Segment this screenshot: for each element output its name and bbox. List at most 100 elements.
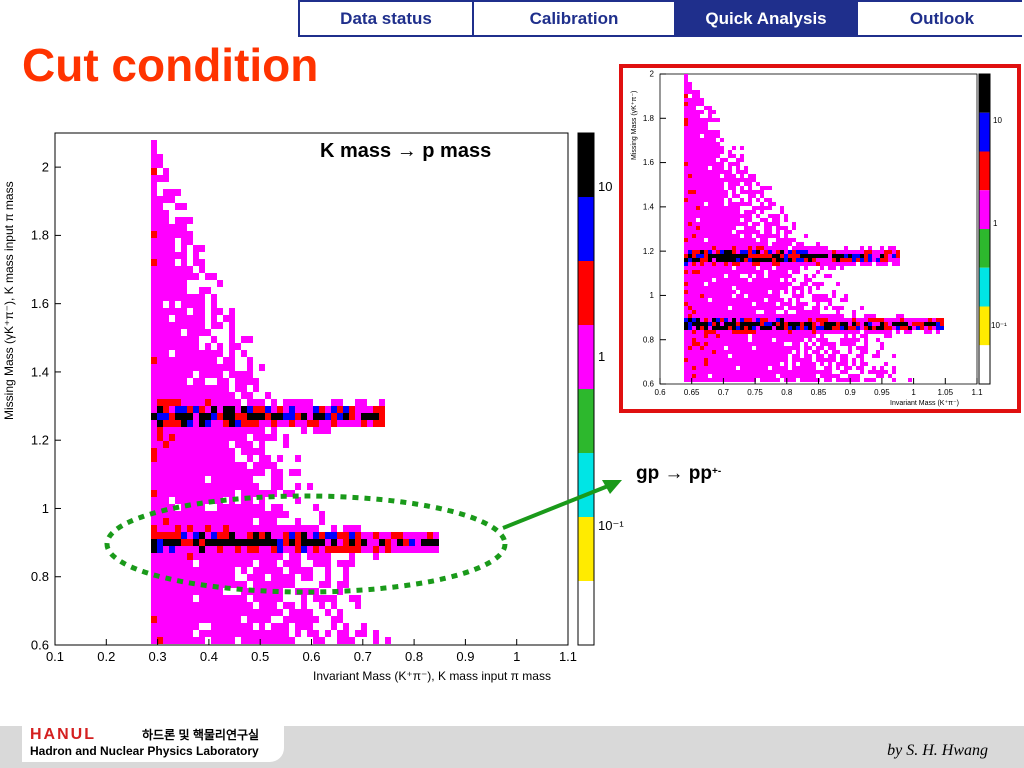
heatmap-cell xyxy=(181,504,187,511)
heatmap-cell xyxy=(696,318,700,322)
heatmap-cell xyxy=(688,374,692,378)
heatmap-cell xyxy=(868,250,872,254)
heatmap-cell xyxy=(277,637,283,644)
heatmap-cell xyxy=(720,326,724,330)
heatmap-cell xyxy=(816,330,820,334)
heatmap-cell xyxy=(800,370,804,374)
x-tick-label: 0.65 xyxy=(684,388,700,397)
heatmap-cell xyxy=(896,250,900,254)
heatmap-cell xyxy=(720,170,724,174)
heatmap-cell xyxy=(151,203,157,210)
heatmap-cell xyxy=(704,378,708,382)
heatmap-cell xyxy=(728,378,732,382)
heatmap-cell xyxy=(169,364,175,371)
heatmap-cell xyxy=(764,246,768,250)
heatmap-cell xyxy=(217,504,223,511)
heatmap-cell xyxy=(740,178,744,182)
heatmap-cell xyxy=(860,318,864,322)
heatmap-cell xyxy=(736,306,740,310)
heatmap-cell xyxy=(732,202,736,206)
heatmap-cell xyxy=(736,194,740,198)
heatmap-cell xyxy=(163,595,169,602)
heatmap-cell xyxy=(241,441,247,448)
heatmap-cell xyxy=(692,366,696,370)
heatmap-cell xyxy=(181,427,187,434)
heatmap-cell xyxy=(700,258,704,262)
heatmap-cell xyxy=(732,318,736,322)
heatmap-cell xyxy=(331,595,337,602)
heatmap-cell xyxy=(880,254,884,258)
heatmap-cell xyxy=(724,282,728,286)
tab-calibration[interactable]: Calibration xyxy=(474,2,676,35)
heatmap-cell xyxy=(704,134,708,138)
heatmap-cell xyxy=(684,170,688,174)
heatmap-cell xyxy=(696,94,700,98)
heatmap-cell xyxy=(728,282,732,286)
heatmap-cell xyxy=(816,350,820,354)
heatmap-cell xyxy=(740,290,744,294)
heatmap-cell xyxy=(732,234,736,238)
heatmap-cell xyxy=(760,326,764,330)
heatmap-cell xyxy=(684,250,688,254)
heatmap-cell xyxy=(732,182,736,186)
heatmap-cell xyxy=(820,262,824,266)
heatmap-cell xyxy=(700,138,704,142)
heatmap-cell xyxy=(784,278,788,282)
heatmap-cell xyxy=(163,511,169,518)
heatmap-cell xyxy=(692,194,696,198)
heatmap-cell xyxy=(740,254,744,258)
heatmap-cell xyxy=(848,258,852,262)
heatmap-cell xyxy=(904,326,908,330)
heatmap-cell xyxy=(684,350,688,354)
tab-data-status[interactable]: Data status xyxy=(300,2,474,35)
heatmap-cell xyxy=(712,326,716,330)
heatmap-cell xyxy=(896,326,900,330)
heatmap-cell xyxy=(736,274,740,278)
heatmap-cell xyxy=(732,246,736,250)
heatmap-cell xyxy=(760,298,764,302)
heatmap-cell xyxy=(796,334,800,338)
heatmap-cell xyxy=(696,130,700,134)
heatmap-cell xyxy=(704,266,708,270)
heatmap-cell xyxy=(692,126,696,130)
heatmap-cell xyxy=(764,302,768,306)
heatmap-cell xyxy=(712,118,716,122)
heatmap-cell xyxy=(716,278,720,282)
heatmap-cell xyxy=(740,318,744,322)
heatmap-cell xyxy=(163,483,169,490)
heatmap-cell xyxy=(151,462,157,469)
heatmap-cell xyxy=(692,286,696,290)
heatmap-cell xyxy=(361,539,367,546)
heatmap-cell xyxy=(187,560,193,567)
heatmap-cell xyxy=(199,315,205,322)
heatmap-cell xyxy=(163,371,169,378)
heatmap-cell xyxy=(187,525,193,532)
heatmap-cell xyxy=(768,302,772,306)
heatmap-cell xyxy=(199,483,205,490)
heatmap-cell xyxy=(780,262,784,266)
heatmap-cell xyxy=(760,294,764,298)
heatmap-cell xyxy=(708,214,712,218)
tab-quick-analysis[interactable]: Quick Analysis xyxy=(676,2,858,35)
heatmap-cell xyxy=(696,342,700,346)
heatmap-cell xyxy=(229,595,235,602)
y-tick-label: 1.4 xyxy=(31,364,49,379)
heatmap-cell xyxy=(748,254,752,258)
tab-outlook[interactable]: Outlook xyxy=(858,2,1024,35)
heatmap-cell xyxy=(688,258,692,262)
heatmap-cell xyxy=(199,504,205,511)
heatmap-cell xyxy=(796,310,800,314)
heatmap-cell xyxy=(760,286,764,290)
heatmap-cell xyxy=(796,354,800,358)
heatmap-cell xyxy=(724,290,728,294)
heatmap-cell xyxy=(696,102,700,106)
heatmap-cell xyxy=(385,637,391,644)
heatmap-cell xyxy=(181,252,187,259)
heatmap-cell xyxy=(748,330,752,334)
heatmap-cell xyxy=(247,392,253,399)
heatmap-cell xyxy=(828,266,832,270)
heatmap-cell xyxy=(728,362,732,366)
heatmap-cell xyxy=(700,354,704,358)
heatmap-cell xyxy=(840,378,844,382)
heatmap-cell xyxy=(736,330,740,334)
